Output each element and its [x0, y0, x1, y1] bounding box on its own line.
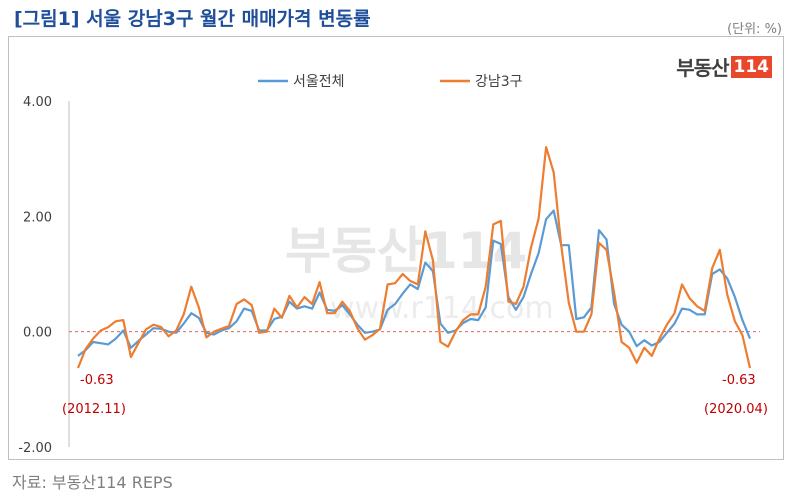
annotations: -0.63 (2012.11) -0.63 (2020.04) [62, 373, 768, 417]
y-tick-label: 0.00 [23, 326, 52, 341]
y-tick-label: 4.00 [23, 95, 52, 110]
brand-logo: 부동산 114 [676, 52, 772, 81]
y-tick-labels: 4.00 2.00 0.00 -2.00 [18, 95, 52, 456]
y-tick-label: -2.00 [18, 441, 52, 456]
legend-label-seoul: 서울전체 [293, 74, 345, 90]
logo-box: 114 [730, 55, 772, 78]
series-line-seoul [77, 209, 752, 357]
start-date-label: (2012.11) [62, 402, 126, 417]
source-note: 자료: 부동산114 REPS [12, 473, 173, 492]
legend: 서울전체 강남3구 [258, 74, 523, 90]
legend-label-gangnam: 강남3구 [475, 74, 523, 90]
end-date-label: (2020.04) [704, 402, 768, 417]
series-line-gangnam [76, 146, 752, 369]
y-tick-label: 2.00 [23, 210, 52, 225]
unit-label: (단위: %) [727, 22, 782, 37]
logo-text: 부동산 [676, 56, 729, 80]
start-value-label: -0.63 [80, 373, 114, 388]
chart-frame [8, 36, 784, 460]
end-value-label: -0.63 [722, 373, 756, 388]
chart-title: [그림1] 서울 강남3구 월간 매매가격 변동률 [14, 8, 371, 30]
